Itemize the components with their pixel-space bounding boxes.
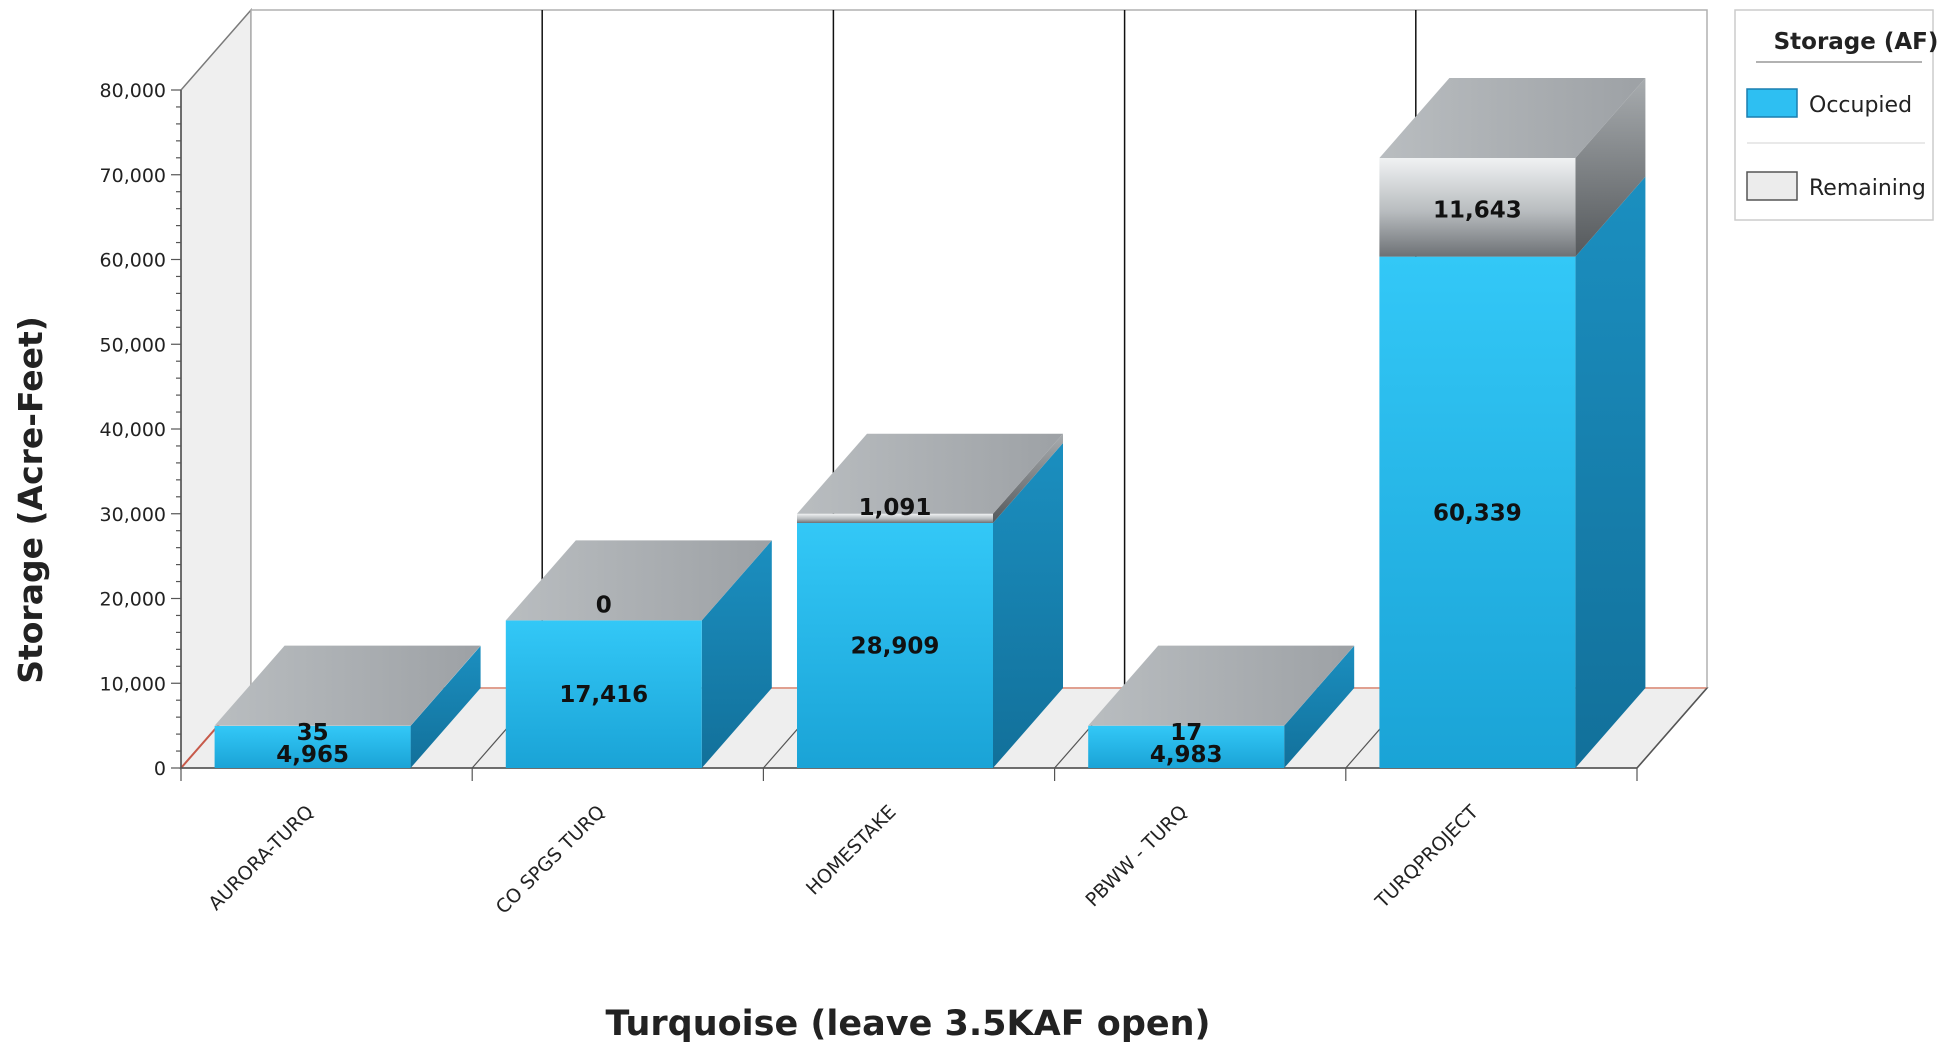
y-tick-label: 0 [154, 758, 166, 780]
bar-occupied-side-homestake [993, 442, 1063, 768]
x-tick-label-aurora-turq: AURORA-TURQ [204, 801, 318, 915]
data-label-remaining-homestake: 1,091 [859, 495, 932, 521]
bar-group-aurora-turq [214, 645, 481, 768]
y-tick-label: 40,000 [100, 419, 166, 441]
y-tick-label: 10,000 [100, 673, 166, 695]
floor-right-edge [1636, 687, 1708, 769]
bar-remaining-side-homestake [993, 433, 1063, 523]
data-label-remaining-aurora-turq: 35 [297, 720, 329, 746]
bar-occupied-pbww-turq [1088, 725, 1285, 768]
left-wall [180, 8, 252, 770]
y-tick-label: 20,000 [100, 589, 166, 611]
x-tick-label-turqproject: TURQPROJECT [1371, 801, 1484, 914]
x-tick-label-pbww-turq: PBWW - TURQ [1081, 801, 1191, 911]
bar-group-pbww-turq [1088, 645, 1355, 768]
bar-occupied-side-pbww-turq [1284, 645, 1355, 768]
y-axis-title: Storage (Acre-Feet) [11, 316, 50, 684]
y-tick-label: 80,000 [100, 80, 166, 102]
legend-label-remaining: Remaining [1809, 176, 1926, 201]
bar-group-co-spgs-turq [505, 540, 772, 768]
x-axis: AURORA-TURQ CO SPGS TURQ HOMESTAKE PBWW - T… [180, 767, 1638, 919]
y-tick-label: 50,000 [100, 334, 166, 356]
data-label-occupied-aurora-turq: 4,965 [276, 742, 349, 768]
bar-top-aurora-turq [214, 645, 481, 726]
legend-label-occupied: Occupied [1809, 93, 1912, 118]
bar-remaining-side-turqproject [1575, 77, 1646, 257]
bar-top-homestake [797, 433, 1063, 514]
legend-swatch-remaining [1746, 171, 1798, 201]
bar-occupied-co-spgs-turq [505, 620, 702, 768]
data-label-occupied-pbww-turq: 4,983 [1150, 742, 1223, 768]
data-label-occupied-homestake: 28,909 [851, 633, 940, 659]
data-label-remaining-co-spgs-turq: 0 [596, 592, 612, 618]
bar-remaining-homestake [797, 513, 993, 523]
x-axis-title: Turquoise (leave 3.5KAF open) [605, 1004, 1210, 1044]
bar-top-pbww-turq [1088, 645, 1355, 726]
y-axis: 0 10,000 20,000 30,000 40,000 50,000 60,000 70,… [100, 80, 182, 780]
y-tick-label: 60,000 [100, 250, 166, 272]
bar-occupied-aurora-turq [214, 725, 411, 768]
x-tick-label-co-spgs-turq: CO SPGS TURQ [492, 801, 610, 919]
bar-top-turqproject [1379, 77, 1646, 158]
x-tick-label-homestake: HOMESTAKE [802, 801, 900, 899]
y-tick-label: 30,000 [100, 504, 166, 526]
data-label-occupied-turqproject: 60,339 [1433, 500, 1522, 526]
y-tick-label: 70,000 [100, 165, 166, 187]
bar-occupied-side-aurora-turq [410, 645, 481, 768]
bar-top-co-spgs-turq [505, 540, 772, 621]
bar-group-homestake [797, 433, 1063, 768]
legend: Storage (AF) Occupied Remaining [1734, 9, 1937, 221]
bar-occupied-side-turqproject [1575, 176, 1646, 769]
data-label-remaining-pbww-turq: 17 [1170, 720, 1202, 746]
bar-group-turqproject [1379, 77, 1646, 769]
bar-occupied-homestake [797, 522, 993, 768]
legend-swatch-occupied [1746, 88, 1798, 118]
bar-occupied-turqproject [1379, 256, 1576, 768]
bar-occupied-side-co-spgs-turq [701, 540, 772, 768]
data-label-occupied-co-spgs-turq: 17,416 [559, 682, 648, 708]
legend-title: Storage (AF) [1774, 29, 1937, 55]
data-label-remaining-turqproject: 11,643 [1433, 197, 1522, 223]
bar-remaining-turqproject [1379, 157, 1576, 257]
bars [214, 77, 1646, 769]
